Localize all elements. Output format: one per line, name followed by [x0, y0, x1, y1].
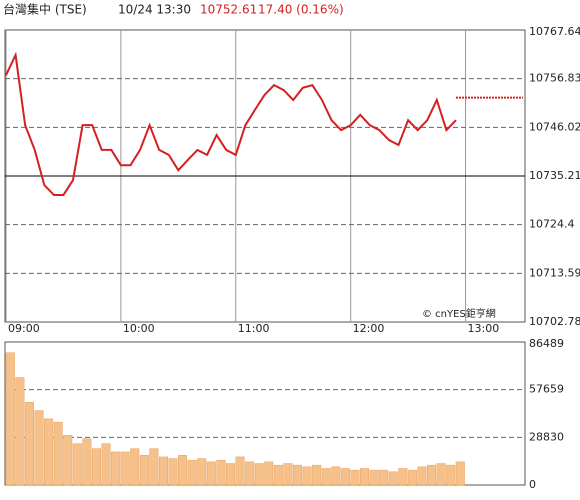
volume-bar — [455, 461, 465, 486]
volume-bar — [235, 456, 245, 486]
volume-bar — [72, 443, 82, 486]
watermark: © cnYES鉅亨網 — [422, 307, 496, 320]
volume-bar — [5, 352, 15, 486]
x-tick-label: 12:00 — [353, 322, 385, 335]
volume-bar — [158, 456, 169, 486]
volume-bar — [197, 458, 207, 486]
volume-bar — [34, 410, 44, 486]
volume-bar — [120, 451, 130, 486]
volume-bar — [273, 464, 283, 486]
volume-bar — [369, 469, 379, 486]
x-tick-label: 11:00 — [238, 322, 270, 335]
volume-bar — [350, 469, 360, 486]
y-tick-label: 10702.78 — [529, 315, 580, 328]
y-tick-label: 10746.02 — [529, 120, 580, 133]
volume-bar — [436, 463, 446, 486]
volume-bar — [398, 468, 408, 486]
y-tick-label: 10767.64 — [529, 25, 580, 38]
y-tick-label: 0 — [529, 478, 536, 491]
change: 17.40 (0.16%) — [258, 3, 344, 17]
volume-bar — [340, 468, 350, 486]
y-tick-label: 86489 — [529, 337, 564, 350]
volume-bar — [379, 469, 389, 486]
volume-bar — [149, 448, 159, 486]
x-tick-label: 13:00 — [468, 322, 500, 335]
datetime: 10/24 13:30 — [118, 3, 191, 17]
volume-bar — [91, 448, 101, 486]
volume-bar — [446, 464, 456, 486]
volume-bar — [359, 468, 370, 486]
volume-bar — [331, 466, 341, 486]
volume-bar — [427, 464, 437, 486]
y-tick-label: 10756.83 — [529, 72, 580, 85]
volume-bar — [111, 451, 121, 486]
volume-bar — [63, 435, 73, 486]
x-tick-label: 10:00 — [123, 322, 155, 335]
volume-bar — [101, 443, 111, 486]
price-line — [5, 51, 457, 196]
volume-bar — [225, 463, 236, 486]
volume-bar — [130, 448, 140, 486]
volume-bar — [321, 468, 331, 486]
volume-bar — [187, 459, 197, 486]
volume-bar — [417, 466, 427, 486]
y-tick-label: 28830 — [529, 430, 564, 443]
volume-bar — [312, 464, 322, 486]
volume-bar — [168, 458, 178, 486]
volume-bar — [206, 461, 216, 486]
volume-bar — [407, 469, 417, 486]
x-tick-label: 09:00 — [8, 322, 40, 335]
volume-bar — [216, 459, 226, 486]
y-tick-label: 10735.21 — [529, 169, 580, 182]
y-tick-label: 10724.4 — [529, 218, 575, 231]
volume-bar — [283, 463, 293, 486]
y-tick-label: 10713.59 — [529, 266, 580, 279]
volume-bar — [292, 464, 303, 486]
volume-bar — [139, 454, 149, 486]
volume-bar — [245, 461, 255, 486]
volume-bar — [388, 471, 398, 486]
volume-bar — [302, 466, 312, 486]
volume-bar — [254, 463, 264, 486]
volume-bar — [24, 402, 34, 486]
volume-bar — [264, 461, 274, 486]
title: 台灣集中 (TSE) — [3, 2, 87, 17]
volume-bar — [15, 377, 25, 486]
price: 10752.61 — [200, 3, 257, 17]
y-tick-label: 57659 — [529, 383, 564, 396]
volume-bar — [53, 421, 63, 486]
volume-bar — [82, 438, 92, 486]
volume-bar — [44, 418, 54, 486]
volume-bar — [178, 454, 188, 486]
